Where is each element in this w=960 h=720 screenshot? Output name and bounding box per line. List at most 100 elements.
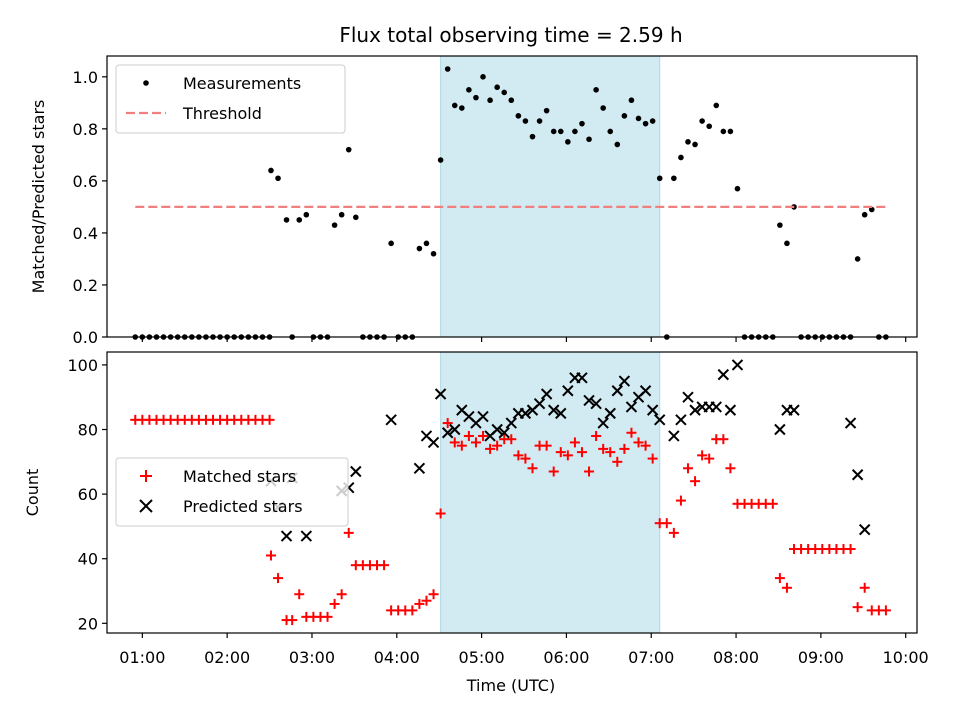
data-point	[329, 598, 340, 609]
data-point	[656, 175, 663, 182]
legend-entry: Matched stars	[140, 467, 296, 486]
data-point	[692, 141, 698, 148]
data-point	[555, 407, 567, 420]
data-point	[283, 217, 290, 223]
data-point	[264, 414, 275, 425]
data-point	[555, 447, 566, 458]
data-point	[331, 222, 338, 228]
data-point	[407, 605, 418, 616]
data-point	[689, 404, 701, 416]
x-axis: 01:00 02:00 03:00 04:00 05:00 06:00 07:00 08:00…	[119, 648, 928, 667]
data-point	[586, 136, 592, 143]
y-tick-label: 0.0	[73, 328, 98, 347]
data-point	[628, 97, 635, 104]
data-point	[437, 157, 444, 163]
x-tick-label: 02:00	[204, 648, 250, 667]
data-point	[579, 120, 585, 127]
data-point	[576, 447, 587, 458]
y-tick-label: 1.0	[73, 68, 98, 87]
data-point	[774, 573, 785, 584]
data-point	[352, 214, 359, 221]
data-point	[718, 434, 729, 445]
data-point	[473, 94, 479, 101]
data-point	[470, 437, 481, 448]
data-point	[413, 462, 426, 474]
data-point	[591, 430, 602, 441]
data-point	[593, 87, 599, 93]
data-point	[858, 523, 871, 536]
data-point	[541, 440, 552, 451]
data-point	[487, 97, 493, 104]
data-point	[491, 423, 503, 436]
data-point	[859, 582, 870, 593]
data-point	[731, 359, 744, 371]
data-point	[547, 404, 560, 416]
x-tick-label: 06:00	[543, 648, 589, 667]
data-point	[536, 118, 543, 124]
data-point	[466, 87, 472, 93]
data-point	[273, 573, 284, 584]
x-tick-label: 01:00	[119, 648, 165, 667]
y-tick-label: 60	[78, 485, 98, 504]
data-point	[612, 456, 623, 467]
data-point	[713, 102, 720, 109]
data-point	[416, 245, 423, 252]
highlight-span	[440, 55, 661, 338]
data-point	[727, 128, 734, 135]
y-axis-label: Count	[23, 469, 42, 517]
x-tick-label: 04:00	[374, 648, 420, 667]
data-point	[675, 495, 686, 506]
legend-entry: Threshold	[126, 104, 262, 123]
data-point	[572, 128, 578, 135]
data-point	[861, 211, 868, 218]
x-axis-label: Time (UTC)	[466, 676, 555, 695]
data-point	[777, 222, 783, 228]
data-point	[428, 589, 439, 600]
data-point	[605, 447, 616, 458]
data-point	[449, 423, 461, 436]
data-point	[562, 385, 574, 397]
data-point	[480, 74, 486, 80]
data-point	[717, 368, 730, 381]
data-point	[642, 120, 649, 127]
data-point	[343, 527, 354, 538]
data-point	[633, 437, 644, 448]
data-point	[435, 508, 446, 519]
data-point	[533, 397, 546, 410]
data-point	[697, 450, 708, 461]
data-point	[868, 206, 875, 213]
plot-frame	[106, 55, 918, 338]
x-tick-label: 07:00	[628, 648, 674, 667]
data-point	[678, 154, 684, 161]
data-point	[597, 417, 609, 429]
data-point	[513, 450, 524, 461]
data-point	[621, 113, 628, 119]
legend-entry: Measurements	[143, 74, 301, 93]
legend: Matched stars Predicted stars	[115, 457, 349, 527]
data-point	[442, 418, 453, 429]
data-point	[725, 463, 736, 474]
data-point	[338, 211, 345, 218]
series-matched-stars	[130, 414, 891, 626]
data-point	[690, 476, 701, 487]
data-point	[618, 375, 631, 387]
data-point	[423, 240, 430, 247]
x-tick-label: 09:00	[798, 648, 844, 667]
data-point	[287, 615, 298, 626]
data-point	[508, 97, 515, 104]
data-point	[451, 102, 458, 109]
y-tick-label: 20	[78, 614, 98, 633]
data-point	[520, 453, 531, 464]
data-point	[724, 404, 737, 416]
data-point	[639, 385, 652, 397]
data-point	[590, 397, 602, 410]
data-point	[880, 605, 891, 616]
data-point	[478, 430, 489, 441]
data-point	[434, 388, 447, 400]
data-point	[767, 498, 778, 509]
data-point	[845, 544, 856, 555]
data-point	[619, 443, 630, 454]
data-point	[654, 414, 666, 426]
data-point	[421, 595, 432, 606]
